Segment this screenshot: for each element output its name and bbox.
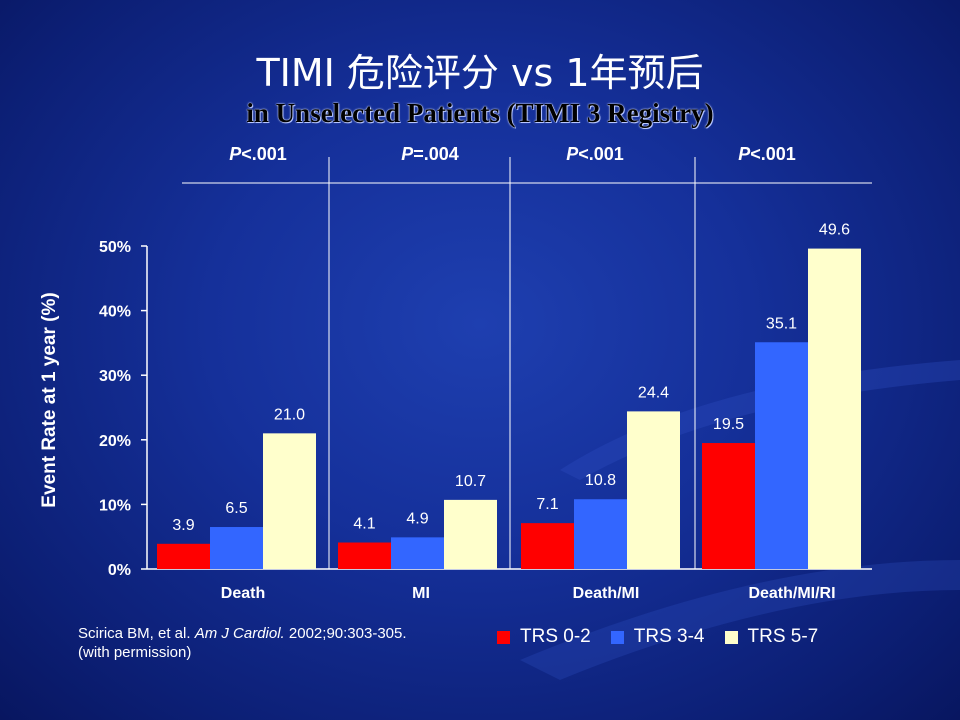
page-title: TIMI 危险评分 vs 1年预后 (256, 51, 704, 95)
bar (391, 537, 444, 569)
citation-permission: (with permission) (78, 644, 192, 661)
data-label: 10.8 (585, 472, 616, 489)
y-tick-label: 50% (99, 239, 131, 256)
p-value-label: P=.004 (401, 144, 459, 164)
data-label: 19.5 (713, 416, 744, 433)
data-label: 4.1 (353, 516, 375, 533)
citation-ref: 2002;90:303-305. (288, 625, 407, 642)
bar (755, 342, 808, 569)
legend-item-trs-3-4: TRS 3-4 (610, 626, 705, 648)
bar (157, 543, 210, 569)
bar (702, 443, 755, 569)
y-tick-label: 30% (99, 368, 131, 385)
bar (338, 542, 391, 569)
x-tick-label: Death/MI/RI (748, 585, 835, 602)
legend-item-trs-5-7: TRS 5-7 (724, 626, 819, 648)
bar (444, 499, 497, 569)
p-value-label: P<.001 (229, 144, 287, 164)
legend: TRS 0-2 TRS 3-4 TRS 5-7 (497, 626, 818, 648)
legend-swatch-trs-0-2 (497, 630, 510, 644)
bar (808, 248, 861, 570)
data-label: 4.9 (406, 510, 428, 527)
y-tick-label: 40% (99, 304, 131, 321)
bar (210, 527, 263, 569)
bar (521, 523, 574, 569)
data-label: 24.4 (638, 384, 669, 401)
legend-swatch-trs-5-7 (724, 630, 738, 644)
data-label: 6.5 (225, 500, 247, 517)
data-label: 7.1 (536, 496, 558, 513)
legend-label-trs-5-7: TRS 5-7 (747, 626, 819, 647)
x-tick-label: Death/MI (573, 585, 640, 602)
y-tick-label: 20% (99, 433, 131, 450)
bar (627, 411, 680, 569)
citation-authors: Scirica BM, et al. (78, 625, 191, 642)
data-label: 21.0 (274, 406, 305, 423)
y-tick-label: 0% (108, 562, 131, 579)
legend-label-trs-3-4: TRS 3-4 (633, 626, 705, 647)
data-label: 49.6 (819, 222, 850, 239)
x-tick-label: Death (221, 585, 265, 602)
data-label: 3.9 (172, 517, 194, 534)
legend-item-trs-0-2: TRS 0-2 (497, 626, 591, 648)
bar (263, 433, 316, 569)
y-tick-label: 10% (99, 497, 131, 514)
data-label: 35.1 (766, 315, 797, 332)
p-value-label: P<.001 (566, 144, 624, 164)
citation: Scirica BM, et al. Am J Cardiol. 2002;90… (78, 624, 407, 662)
bar (574, 499, 627, 569)
legend-label-trs-0-2: TRS 0-2 (520, 626, 591, 647)
x-tick-label: MI (412, 585, 430, 602)
page-subtitle: in Unselected Patients (TIMI 3 Registry) (246, 98, 714, 128)
legend-swatch-trs-3-4 (610, 630, 624, 644)
data-label: 10.7 (455, 473, 486, 490)
p-value-label: P<.001 (738, 144, 796, 164)
y-axis-label: Event Rate at 1 year (%) (39, 292, 60, 507)
citation-journal: Am J Cardiol. (194, 625, 285, 642)
